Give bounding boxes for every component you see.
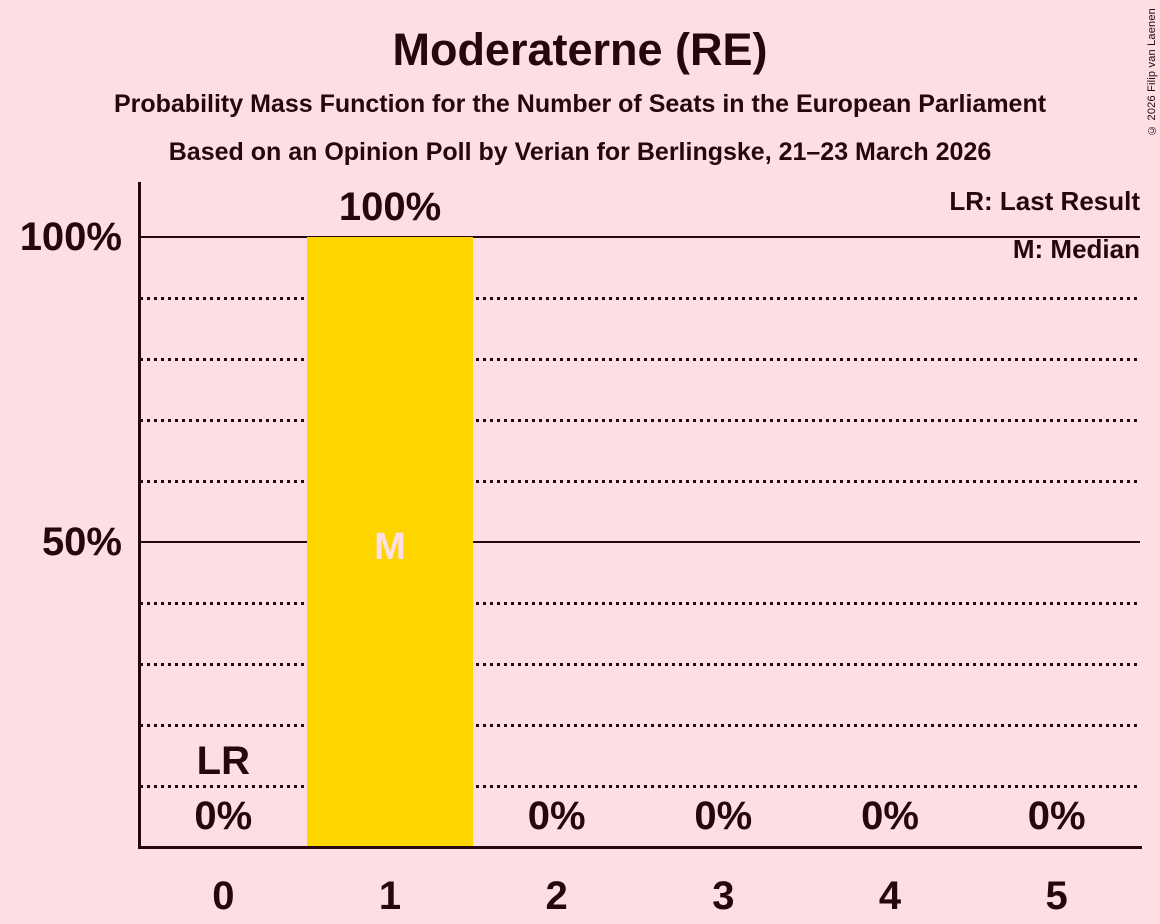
x-axis-line (138, 846, 1142, 849)
last-result-label: LR (196, 739, 250, 783)
gridline-dotted-30 (140, 662, 1140, 666)
value-label-1: 100% (338, 185, 442, 229)
median-label: M (374, 526, 406, 568)
value-label-3: 0% (694, 794, 753, 838)
x-tick-2: 2 (545, 874, 568, 918)
gridline-solid-50 (140, 541, 1140, 543)
gridline-dotted-80 (140, 357, 1140, 361)
gridline-dotted-60 (140, 479, 1140, 483)
chart-subtitle: Probability Mass Function for the Number… (113, 90, 1047, 118)
value-label-4: 0% (861, 794, 919, 838)
bar-seats-1 (306, 237, 474, 847)
value-label-0: 0% (194, 794, 253, 838)
value-label-2: 0% (527, 794, 586, 838)
x-tick-5: 5 (1045, 874, 1068, 918)
y-tick-100: 100% (19, 215, 122, 259)
plot-area: LR: Last Result M: Median 0% 100% 0% 0% 0% 0%… (140, 182, 1140, 847)
gridline-dotted-40 (140, 601, 1140, 605)
chart-title: Moderaterne (RE) (392, 24, 768, 75)
gridline-solid-100 (140, 236, 1140, 238)
gridline-dotted-90 (140, 296, 1140, 300)
chart-source-line: Based on an Opinion Poll by Verian for B… (168, 138, 992, 166)
y-tick-50: 50% (41, 520, 122, 564)
gridline-dotted-20 (140, 723, 1140, 727)
x-tick-4: 4 (878, 874, 902, 918)
legend-last-result: LR: Last Result (949, 186, 1140, 216)
legend-median: M: Median (1012, 234, 1140, 264)
x-tick-1: 1 (378, 874, 402, 918)
value-label-5: 0% (1027, 794, 1086, 838)
y-axis-line (138, 182, 141, 849)
x-tick-3: 3 (712, 874, 735, 918)
gridline-dotted-10 (140, 784, 1140, 788)
gridline-dotted-70 (140, 418, 1140, 422)
x-tick-0: 0 (212, 874, 235, 918)
